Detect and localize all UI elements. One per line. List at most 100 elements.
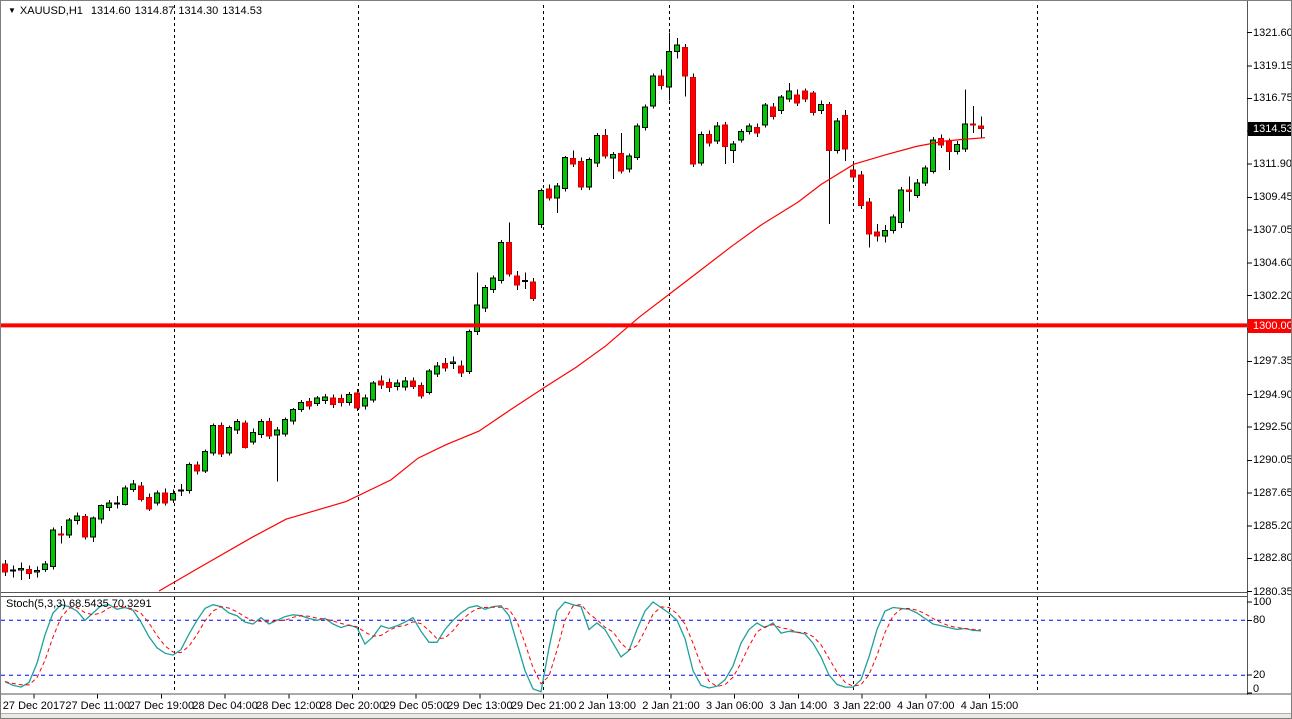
candle <box>706 130 712 147</box>
stoch-d-line <box>4 603 982 688</box>
candle <box>594 132 600 167</box>
candle <box>290 408 296 425</box>
candle <box>218 422 224 457</box>
candle <box>66 517 72 539</box>
candle <box>770 103 776 120</box>
time-tick-label: 28 Dec 04:00 <box>192 700 258 712</box>
candle <box>226 425 232 456</box>
candle <box>130 479 136 493</box>
candle <box>818 100 824 115</box>
candle <box>378 375 384 390</box>
candle <box>178 483 184 497</box>
candle <box>642 104 648 131</box>
candle <box>162 488 168 506</box>
price-tick-label: 1311.90 <box>1253 158 1292 171</box>
candle <box>82 513 88 540</box>
candle <box>426 368 432 395</box>
ohlc-header: ▼ XAUUSD,H1 1314.60 1314.87 1314.30 1314.53 <box>8 5 266 17</box>
candle <box>834 118 840 154</box>
stochastic-indicator-label: Stoch(5,3,3) 68.5435 70.3291 <box>6 598 152 610</box>
candle <box>698 131 704 166</box>
time-tick-label: 4 Jan 15:00 <box>960 700 1019 712</box>
candle <box>754 123 760 138</box>
candle <box>370 380 376 403</box>
axis-ticks <box>33 32 1252 699</box>
candle <box>882 225 888 243</box>
price-tick-label: 1321.60 <box>1253 26 1292 39</box>
candle <box>362 394 368 410</box>
time-tick-label: 3 Jan 14:00 <box>769 700 828 712</box>
candle <box>434 362 440 377</box>
candle <box>602 128 608 159</box>
stoch-tick-label: 0 <box>1253 683 1260 695</box>
candle <box>610 151 616 180</box>
candle <box>506 222 512 277</box>
candle <box>650 73 656 109</box>
candle <box>106 500 112 512</box>
period-separators <box>174 5 1038 693</box>
candle <box>274 427 280 482</box>
symbol-label: XAUUSD,H1 <box>19 5 83 17</box>
candle <box>42 561 48 573</box>
time-tick-label: 27 Dec 2017 <box>2 700 66 712</box>
candle <box>890 214 896 234</box>
candle <box>186 462 192 494</box>
candle <box>74 512 80 525</box>
candle <box>826 101 832 224</box>
candle <box>26 565 32 579</box>
time-tick-label: 27 Dec 11:00 <box>65 700 130 712</box>
candle <box>674 38 680 59</box>
candle <box>874 223 880 242</box>
candle <box>34 566 40 578</box>
candle <box>450 356 456 369</box>
candle <box>170 489 176 503</box>
candle <box>306 397 312 410</box>
candlestick-series <box>2 32 984 581</box>
candle <box>98 504 104 524</box>
price-tick-label: 1287.65 <box>1253 486 1292 499</box>
candle <box>954 141 960 155</box>
candle <box>922 165 928 186</box>
time-tick-label: 29 Dec 05:00 <box>383 700 449 712</box>
candle <box>402 376 408 391</box>
symbol-dropdown-icon[interactable]: ▼ <box>8 6 16 15</box>
candle <box>714 122 720 144</box>
candle <box>250 428 256 445</box>
candle <box>978 116 984 139</box>
candle <box>458 360 464 377</box>
moving-average-line[interactable] <box>158 137 986 592</box>
candle <box>146 493 152 512</box>
candle <box>586 157 592 190</box>
candle <box>682 44 688 97</box>
candle <box>658 69 664 90</box>
candle <box>194 461 200 475</box>
candle <box>122 485 128 506</box>
candle <box>570 150 576 167</box>
time-tick-label: 27 Dec 19:00 <box>128 700 195 712</box>
chart-frame <box>1 1 1291 695</box>
time-tick-label: 29 Dec 21:00 <box>510 700 577 712</box>
candle <box>466 329 472 375</box>
candle <box>546 184 552 201</box>
hline-price-badge: 1300.00 <box>1248 318 1291 333</box>
candle <box>282 417 288 437</box>
candle <box>810 90 816 116</box>
candle <box>738 128 744 143</box>
candle <box>962 89 968 152</box>
candle <box>322 393 328 405</box>
price-tick-label: 1297.35 <box>1253 355 1292 368</box>
candle <box>946 138 952 171</box>
current-price-badge: 1314.53 <box>1248 121 1291 136</box>
candle <box>490 275 496 293</box>
price-tick-label: 1319.15 <box>1253 59 1292 72</box>
window-bottom-edge <box>1 713 1291 718</box>
candle <box>914 179 920 199</box>
candle <box>18 562 24 581</box>
candle <box>10 565 16 578</box>
candle <box>314 395 320 407</box>
candle <box>442 357 448 372</box>
candle <box>730 141 736 163</box>
ohlc-open: 1314.60 <box>90 5 131 17</box>
